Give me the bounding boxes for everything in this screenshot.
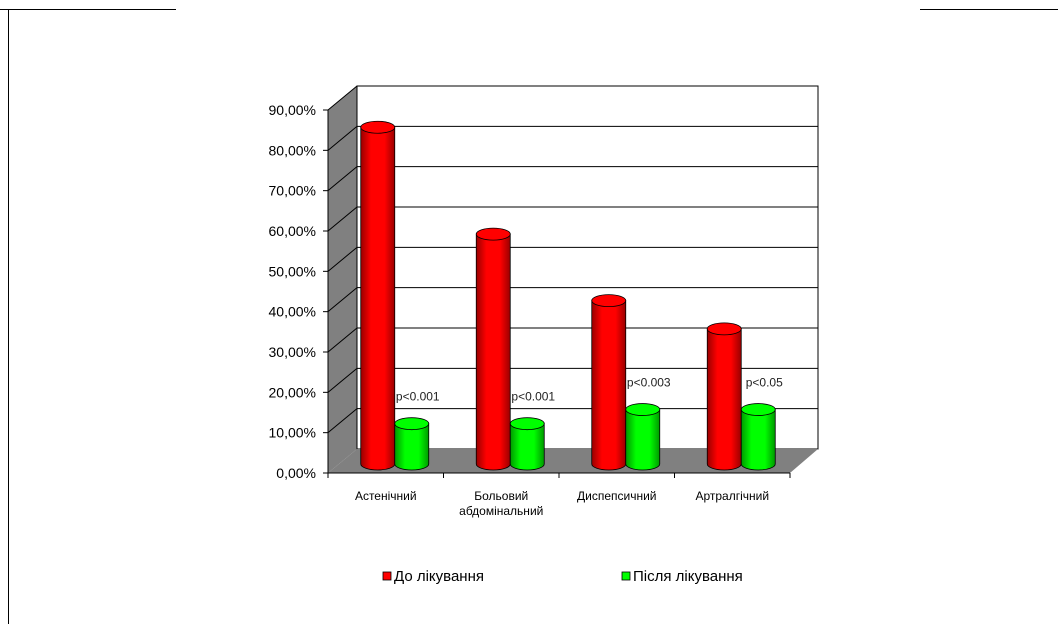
- bar-0-3: [707, 323, 741, 470]
- bar-body: [741, 410, 775, 470]
- bar-top: [741, 404, 775, 416]
- bar-1-2: [626, 404, 660, 470]
- bar-body: [476, 234, 510, 470]
- side-wall: [328, 86, 357, 473]
- bar-1-3: [741, 404, 775, 470]
- bar-body: [707, 329, 741, 470]
- x-category-label: абдомінальний: [459, 504, 543, 518]
- bar-top: [626, 404, 660, 416]
- y-tick-label: 30,00%: [269, 344, 316, 360]
- bar-body: [510, 424, 544, 470]
- bar-0-1: [476, 228, 510, 470]
- legend-label: До лікування: [394, 568, 484, 585]
- x-category-label: Больовий: [474, 489, 528, 503]
- y-tick-label: 20,00%: [269, 384, 316, 400]
- bar-body: [626, 410, 660, 470]
- y-tick-label: 70,00%: [269, 183, 316, 199]
- x-category-label: Артралгічний: [695, 489, 769, 503]
- bar-body: [592, 301, 626, 470]
- bar-top: [476, 228, 510, 240]
- y-tick-label: 50,00%: [269, 263, 316, 279]
- bar-top: [592, 295, 626, 307]
- bar-0-0: [361, 121, 395, 470]
- p-value-annotation: p<0.05: [746, 376, 783, 390]
- bar-top: [707, 323, 741, 335]
- chart-legend: До лікування Після лікування: [383, 568, 743, 585]
- legend-swatch: [622, 572, 630, 580]
- y-tick-label: 10,00%: [269, 425, 316, 441]
- y-tick-label: 0,00%: [276, 465, 316, 481]
- y-tick-label: 40,00%: [269, 304, 316, 320]
- bar-1-1: [510, 418, 544, 470]
- y-tick-label: 80,00%: [269, 142, 316, 158]
- y-tick-label: 60,00%: [269, 223, 316, 239]
- bar-body: [361, 127, 395, 470]
- p-value-annotation: p<0.001: [511, 390, 555, 404]
- x-category-label: Диспепсичний: [577, 489, 657, 503]
- p-value-annotation: p<0.003: [627, 376, 671, 390]
- p-value-annotation: p<0.001: [396, 390, 440, 404]
- bar-top: [361, 121, 395, 133]
- bar-body: [395, 424, 429, 470]
- y-tick-label: 90,00%: [269, 102, 316, 118]
- x-category-label: Астенічний: [355, 489, 417, 503]
- bar-1-0: [395, 418, 429, 470]
- bar-top: [395, 418, 429, 430]
- bar-0-2: [592, 295, 626, 470]
- legend-swatch: [383, 572, 391, 580]
- legend-label: Після лікування: [633, 568, 743, 585]
- bar-top: [510, 418, 544, 430]
